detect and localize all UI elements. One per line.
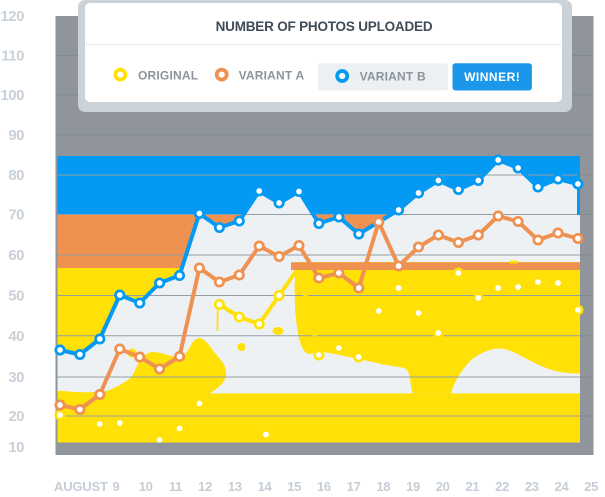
svg-text:19: 19 (406, 479, 420, 494)
svg-text:15: 15 (287, 479, 301, 494)
svg-text:100: 100 (0, 87, 24, 104)
svg-text:ORIGINAL: ORIGINAL (138, 69, 198, 83)
svg-text:60: 60 (8, 247, 24, 264)
svg-text:16: 16 (317, 479, 331, 494)
svg-text:80: 80 (8, 167, 24, 184)
svg-text:18: 18 (376, 479, 390, 494)
svg-text:40: 40 (8, 328, 24, 345)
svg-text:23: 23 (525, 479, 539, 494)
svg-text:9: 9 (113, 479, 120, 494)
svg-text:10: 10 (8, 439, 24, 456)
svg-text:120: 120 (0, 8, 24, 25)
svg-text:NUMBER OF PHOTOS UPLOADED: NUMBER OF PHOTOS UPLOADED (216, 19, 433, 34)
svg-text:VARIANT B: VARIANT B (360, 70, 426, 84)
svg-text:50: 50 (8, 288, 24, 305)
svg-text:11: 11 (169, 479, 182, 494)
svg-text:AUGUST: AUGUST (54, 479, 108, 494)
svg-text:21: 21 (465, 479, 479, 494)
svg-text:20: 20 (8, 408, 24, 425)
svg-text:70: 70 (8, 207, 24, 224)
svg-text:22: 22 (495, 479, 509, 494)
svg-text:110: 110 (1, 48, 24, 65)
svg-text:17: 17 (347, 479, 361, 494)
svg-text:25: 25 (584, 479, 598, 494)
svg-text:12: 12 (198, 479, 212, 494)
svg-text:10: 10 (139, 479, 153, 494)
svg-text:13: 13 (228, 479, 242, 494)
svg-text:14: 14 (258, 479, 273, 494)
svg-text:VARIANT A: VARIANT A (239, 69, 305, 83)
svg-text:24: 24 (555, 479, 570, 494)
svg-text:WINNER!: WINNER! (464, 70, 520, 84)
svg-text:20: 20 (436, 479, 450, 494)
svg-text:30: 30 (8, 369, 24, 386)
svg-text:90: 90 (8, 127, 24, 144)
